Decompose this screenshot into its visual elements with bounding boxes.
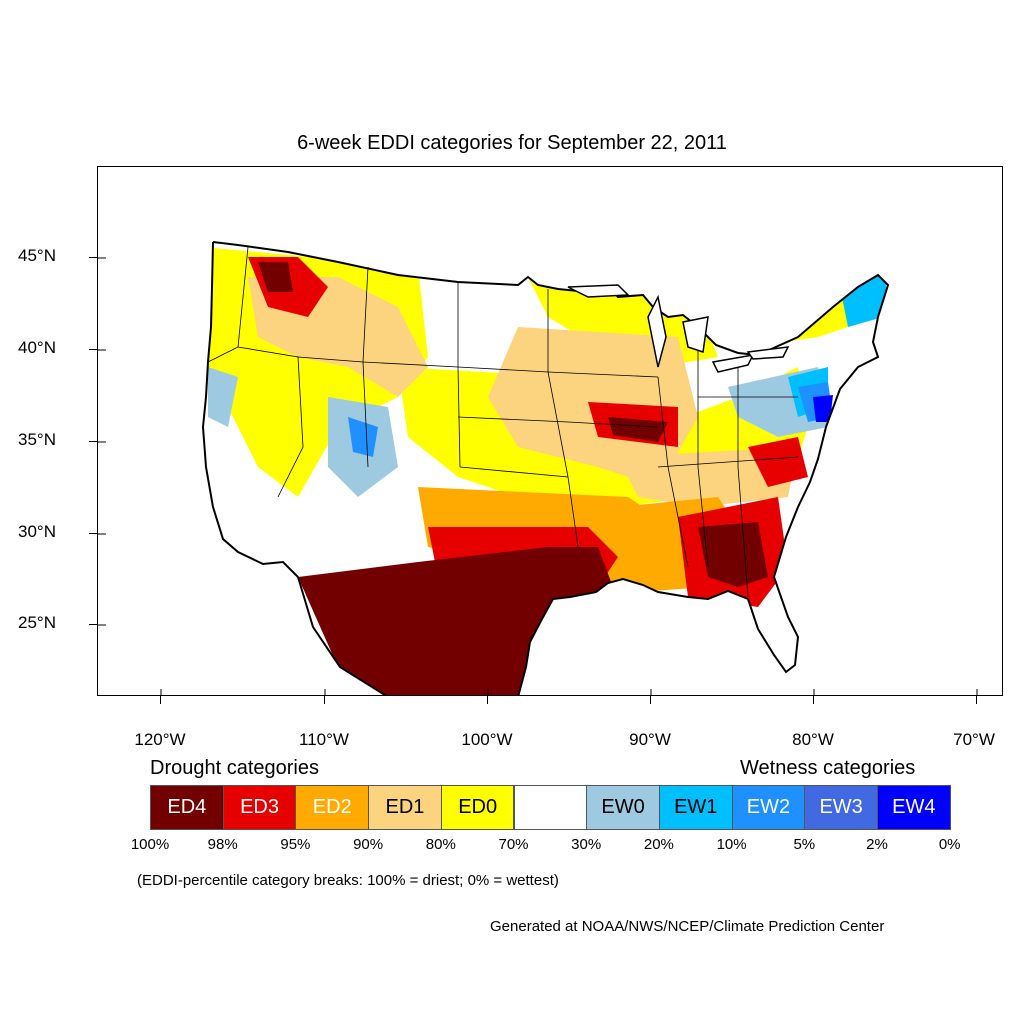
percentile-label: 95% <box>280 836 311 853</box>
lat-label-45: 45°N <box>18 246 56 265</box>
map-title: 6-week EDDI categories for September 22,… <box>297 132 727 154</box>
percentile-label: 70% <box>498 836 529 853</box>
legend-box-ed3: ED3 <box>222 785 297 830</box>
percentile-label: 0% <box>938 836 961 853</box>
percentile-label: 90% <box>353 836 384 853</box>
eddi-map <box>97 166 1003 696</box>
lat-label-30: 30°N <box>18 522 56 541</box>
drought-categories-heading: Drought categories <box>150 757 319 779</box>
lon-tick <box>487 696 488 704</box>
legend-box-ew1: EW1 <box>658 785 733 830</box>
lat-label-25: 25°N <box>18 613 56 632</box>
legend-box-ed0: ED0 <box>440 785 515 830</box>
lon-label-110w: 110°W <box>299 730 349 749</box>
legend-box-ed4: ED4 <box>150 785 224 830</box>
lon-tick <box>650 696 651 704</box>
legend-box-ew4: EW4 <box>877 785 951 830</box>
percentile-label: 80% <box>425 836 456 853</box>
eddi-shading <box>203 242 888 695</box>
credit-line: Generated at NOAA/NWS/NCEP/Climate Predi… <box>490 918 885 935</box>
percentile-label: 20% <box>643 836 674 853</box>
lon-tick <box>813 696 814 704</box>
lat-tick <box>89 624 97 625</box>
lon-tick <box>160 696 161 704</box>
legend-box-ed1: ED1 <box>368 785 442 830</box>
percentile-label: 100% <box>130 836 170 853</box>
percentile-label: 30% <box>571 836 602 853</box>
percentile-label: 5% <box>793 836 816 853</box>
legend-box-ew2: EW2 <box>731 785 806 830</box>
lon-label-80w: 80°W <box>792 730 834 749</box>
lon-label-120w: 120°W <box>134 730 186 749</box>
lat-tick <box>89 349 97 350</box>
lon-label-90w: 90°W <box>629 730 671 749</box>
percentile-label: 98% <box>207 836 238 853</box>
lat-label-40: 40°N <box>18 338 56 357</box>
wetness-categories-heading: Wetness categories <box>740 757 916 779</box>
lat-tick <box>89 441 97 442</box>
lon-label-100w: 100°W <box>461 730 513 749</box>
legend-box-ed2: ED2 <box>295 785 370 830</box>
percentile-label: 10% <box>716 836 747 853</box>
percentile-label: 2% <box>866 836 888 853</box>
lat-label-35: 35°N <box>18 430 56 449</box>
legend-box-ew0: EW0 <box>586 785 660 830</box>
legend-box-normal <box>513 785 588 830</box>
lat-tick <box>89 533 97 534</box>
lon-tick <box>324 696 325 704</box>
legend-box-ew3: EW3 <box>804 785 878 830</box>
lon-label-70w: 70°W <box>953 730 995 749</box>
eddi-map-canvas <box>98 241 978 695</box>
lon-tick <box>976 696 977 704</box>
lat-tick <box>89 257 97 258</box>
category-breaks-note: (EDDI-percentile category breaks: 100% =… <box>137 872 559 889</box>
